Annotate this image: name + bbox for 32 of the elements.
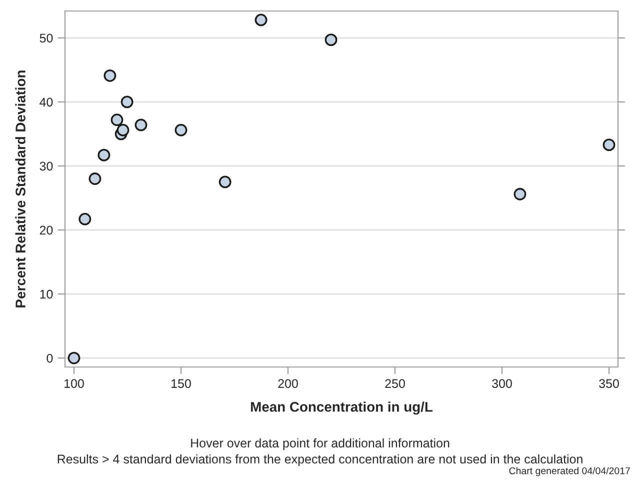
text: Chart generated 04/04/2017 <box>509 467 630 476</box>
y-axis-title: Percent Relative Standard Deviation <box>15 70 26 308</box>
x-tick-label: 350 <box>599 379 619 388</box>
text: Hover over data point for additional information <box>191 438 450 450</box>
y-tick-label: 20 <box>40 226 53 235</box>
y-tick-label: 0 <box>46 354 53 363</box>
point <box>218 176 232 188</box>
point <box>104 69 116 82</box>
point <box>602 138 616 152</box>
x-tick-label: 150 <box>172 379 191 388</box>
point <box>174 124 188 136</box>
x-tick-label: 100 <box>64 379 84 388</box>
y-tick-label: 30 <box>40 162 53 171</box>
point <box>254 14 268 26</box>
x-tick-label: 250 <box>385 379 405 388</box>
point <box>68 352 80 364</box>
point <box>110 114 124 126</box>
x-tick-label: 200 <box>278 379 298 388</box>
x-tick-label: 300 <box>492 379 512 388</box>
text: Results > 4 standard deviations from the expected concentration are not used in the calculation <box>58 454 582 466</box>
point <box>116 124 130 136</box>
y-tick-label: 10 <box>40 290 53 299</box>
point <box>98 148 110 162</box>
point <box>324 34 338 46</box>
x-axis-title: Mean Concentration in ug/L <box>251 402 433 415</box>
point <box>134 118 148 132</box>
point <box>88 172 102 185</box>
point <box>514 188 526 200</box>
point <box>78 212 92 226</box>
y-tick-label: 50 <box>40 34 53 43</box>
y-tick-label: 40 <box>40 98 53 107</box>
point <box>120 96 134 108</box>
